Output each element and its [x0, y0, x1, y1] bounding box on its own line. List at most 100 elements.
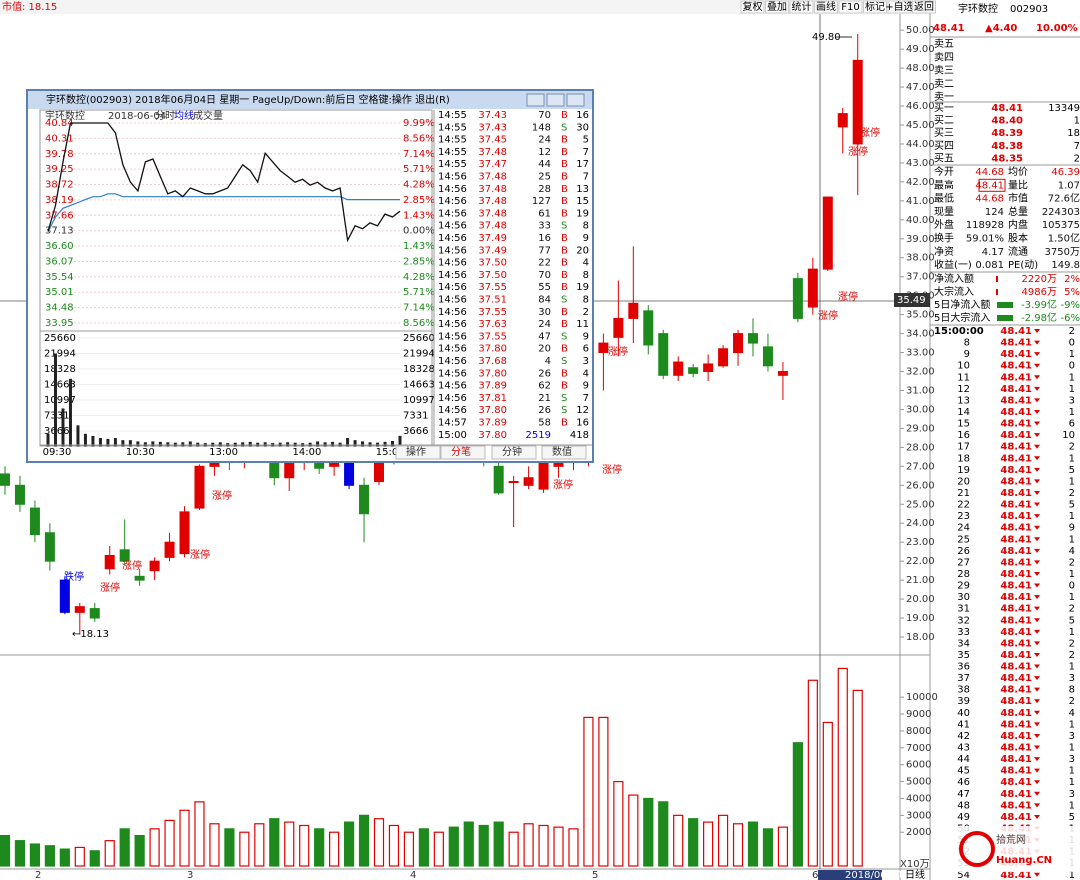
- intraday-volume: [383, 441, 387, 447]
- toolbar-button[interactable]: [863, 0, 887, 14]
- tick-price: 48.41: [1000, 419, 1032, 430]
- volume-bar: [149, 828, 160, 867]
- tick-arrow: [1034, 409, 1040, 414]
- popup-header: 分时: [155, 110, 175, 122]
- tick-price: 48.41: [1000, 743, 1032, 754]
- stat-label: 量比: [1008, 179, 1028, 191]
- vol-tick-label: 4000: [906, 793, 931, 804]
- tick-volume: 1: [1069, 511, 1075, 522]
- vol-tick-label: 2000: [906, 827, 931, 838]
- flow-label: 大宗流入: [934, 285, 974, 298]
- trade-volume: 4: [545, 356, 551, 367]
- volume-bar: [224, 828, 235, 867]
- ask-label: 卖五: [934, 38, 954, 50]
- trade-price: 37.89: [478, 418, 507, 429]
- trade-side: B: [561, 184, 568, 195]
- trade-side: S: [561, 393, 567, 404]
- tick-volume: 2: [1069, 650, 1075, 661]
- trade-side: B: [561, 159, 568, 170]
- intraday-volume: [188, 441, 192, 447]
- stat-label: PE(动): [1008, 259, 1038, 271]
- tick-volume: 3: [1069, 731, 1075, 742]
- stat-label: 内盘: [1008, 218, 1028, 231]
- intraday-volume: [368, 442, 372, 447]
- candle-body: [777, 371, 788, 376]
- tick-time: 27: [957, 557, 970, 568]
- tick-volume: 1: [1069, 407, 1075, 418]
- tick-arrow: [1034, 398, 1040, 403]
- candle-body: [628, 302, 639, 319]
- vol-tick-label: 6000: [906, 760, 931, 771]
- stat-value: 72.6亿: [1048, 192, 1080, 205]
- popup-vol-label-right: 21994: [403, 349, 435, 360]
- y-tick-label: 41.00: [906, 196, 935, 207]
- tick-price: 48.41: [1000, 349, 1032, 360]
- stat-value: 224303: [1042, 207, 1080, 218]
- tick-time: 19: [957, 465, 970, 476]
- vol-tick-label: 7000: [906, 743, 931, 754]
- volume-bar: [732, 823, 744, 867]
- trade-volume: 30: [538, 307, 551, 318]
- toolbar-button-label: 返回: [914, 1, 934, 13]
- popup-header: 宇环数控: [45, 109, 85, 122]
- popup-window[interactable]: 宇环数控(002903) 2018年06月04日 星期一 PageUp/Down…: [26, 89, 594, 463]
- tab[interactable]: [541, 445, 587, 460]
- bid-volume: 1: [1074, 116, 1080, 127]
- trade-count: 9: [583, 331, 589, 342]
- volume-bar: [418, 828, 429, 867]
- toolbar-button[interactable]: [789, 0, 814, 14]
- popup-pct-label: 4.28%: [403, 272, 435, 283]
- tab[interactable]: [395, 445, 441, 460]
- volume-bar: [673, 814, 684, 867]
- tick-arrow: [1034, 560, 1040, 565]
- watermark-logo: [959, 831, 995, 867]
- volume-bar: [717, 814, 729, 867]
- toolbar-button[interactable]: [814, 0, 838, 14]
- tab[interactable]: [440, 445, 486, 460]
- tick-volume: 1: [1069, 719, 1075, 730]
- popup-y-label: 39.78: [45, 149, 74, 160]
- candle-body: [837, 113, 848, 128]
- vol-unit: X10万: [900, 859, 930, 870]
- tick-arrow: [1034, 722, 1040, 727]
- trade-price: 37.80: [478, 368, 507, 379]
- volume-bar: [89, 850, 100, 867]
- tick-arrow: [1034, 641, 1040, 646]
- volume-bar: [388, 824, 400, 867]
- window-button[interactable]: [526, 93, 545, 107]
- tick-arrow: [1034, 699, 1040, 704]
- window-button[interactable]: [546, 93, 565, 107]
- toolbar-button[interactable]: [740, 0, 765, 14]
- flow-bar: [997, 302, 1013, 308]
- window-button[interactable]: [566, 93, 585, 107]
- trade-count: 7: [583, 147, 589, 158]
- stat-value: 1.07: [1058, 180, 1080, 191]
- candle-body: [613, 317, 624, 338]
- intraday-volume: [53, 353, 57, 447]
- trade-side: S: [561, 331, 567, 342]
- trade-time: 14:56: [438, 221, 467, 232]
- trade-time: 14:56: [438, 393, 467, 404]
- trade-price: 37.50: [478, 270, 507, 281]
- trade-volume: 26: [538, 405, 551, 416]
- trade-count: 8: [583, 221, 589, 232]
- toolbar-button[interactable]: [765, 0, 789, 14]
- toolbar-button[interactable]: [887, 0, 912, 14]
- tab[interactable]: [491, 445, 537, 460]
- trade-price: 37.43: [478, 110, 507, 121]
- trade-volume: 16: [538, 233, 551, 244]
- volume-bar: [703, 821, 714, 867]
- stat-label: 今开: [934, 165, 954, 178]
- volume-bar: [598, 716, 609, 867]
- toolbar-button[interactable]: [912, 0, 936, 14]
- trade-count: 9: [583, 381, 589, 392]
- toolbar-button[interactable]: [838, 0, 863, 14]
- tick-price: 48.41: [1000, 777, 1032, 788]
- volume-bar: [568, 828, 579, 867]
- volume-bar: [478, 824, 489, 867]
- stat-label: 换手: [934, 232, 954, 245]
- tick-volume: 5: [1069, 615, 1075, 626]
- trade-side: B: [561, 110, 568, 121]
- stat-label: 流通: [1008, 245, 1028, 258]
- tick-volume: 0: [1069, 581, 1075, 592]
